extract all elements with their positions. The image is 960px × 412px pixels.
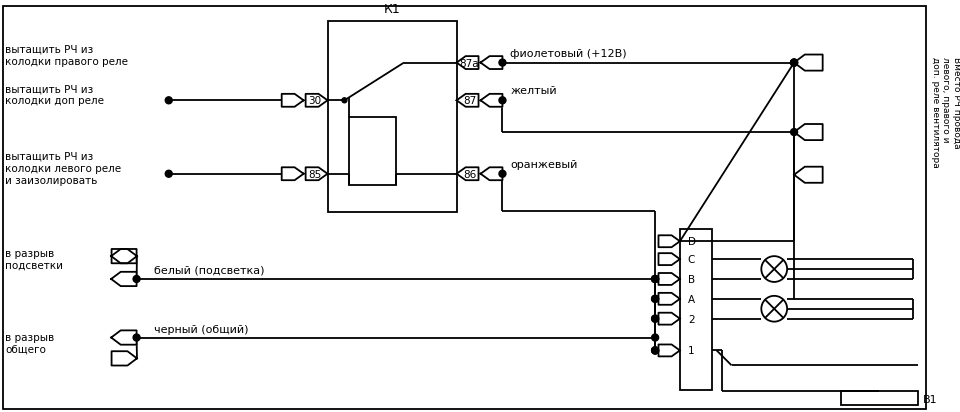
Text: 86: 86 (463, 170, 476, 180)
Polygon shape (481, 56, 502, 69)
Polygon shape (111, 351, 137, 365)
Text: и заизолировать: и заизолировать (5, 176, 97, 186)
Text: Вместо РЧ провода
левого, правого и
доп. реле вентилятора: Вместо РЧ провода левого, правого и доп.… (931, 57, 960, 168)
Text: C: C (688, 255, 695, 265)
Polygon shape (457, 94, 478, 107)
Text: черный (общий): черный (общий) (154, 325, 249, 335)
Polygon shape (659, 253, 680, 265)
Polygon shape (457, 56, 478, 69)
Circle shape (791, 59, 798, 66)
Text: подсветки: подсветки (5, 261, 63, 271)
Polygon shape (481, 94, 502, 107)
Text: фиолетовый (+12В): фиолетовый (+12В) (511, 49, 627, 59)
Circle shape (499, 59, 506, 66)
Circle shape (652, 347, 659, 354)
Text: в разрыв: в разрыв (5, 332, 54, 342)
Circle shape (652, 315, 659, 322)
Circle shape (133, 334, 140, 341)
Text: 1: 1 (688, 346, 694, 356)
Circle shape (791, 59, 798, 66)
Circle shape (652, 315, 659, 322)
Text: вытащить РЧ из: вытащить РЧ из (5, 45, 93, 55)
Text: A: A (688, 295, 695, 305)
Circle shape (652, 295, 659, 302)
Polygon shape (794, 54, 823, 70)
Bar (349, 117, 396, 185)
Circle shape (133, 276, 140, 283)
Text: вытащить РЧ из: вытащить РЧ из (5, 152, 93, 162)
Text: D: D (688, 237, 696, 247)
Polygon shape (281, 167, 303, 180)
Polygon shape (111, 330, 136, 345)
Polygon shape (305, 167, 327, 180)
Polygon shape (111, 249, 136, 263)
Text: белый (подсветка): белый (подсветка) (154, 266, 264, 276)
Text: желтый: желтый (511, 87, 557, 96)
Polygon shape (659, 313, 680, 325)
Circle shape (791, 59, 798, 66)
Polygon shape (794, 124, 823, 140)
Text: в разрыв: в разрыв (5, 249, 54, 259)
Circle shape (499, 97, 506, 104)
Text: 30: 30 (308, 96, 322, 106)
Polygon shape (281, 94, 303, 107)
Text: оранжевый: оранжевый (511, 160, 578, 170)
Text: колодки доп реле: колодки доп реле (5, 96, 104, 106)
Text: вытащить РЧ из: вытащить РЧ из (5, 84, 93, 94)
Text: 2: 2 (688, 315, 694, 325)
Text: колодки левого реле: колодки левого реле (5, 164, 121, 174)
Polygon shape (481, 167, 502, 180)
Circle shape (652, 347, 659, 354)
Circle shape (791, 129, 798, 136)
Circle shape (652, 295, 659, 302)
Polygon shape (111, 249, 137, 263)
Polygon shape (659, 235, 680, 247)
Polygon shape (111, 272, 136, 286)
Polygon shape (305, 94, 327, 107)
Text: колодки правого реле: колодки правого реле (5, 56, 128, 67)
Circle shape (652, 276, 659, 283)
Text: К1: К1 (384, 3, 400, 16)
Circle shape (499, 170, 506, 177)
Circle shape (652, 276, 659, 283)
Polygon shape (659, 344, 680, 356)
Text: 87а: 87а (460, 59, 479, 68)
Text: В1: В1 (924, 395, 938, 405)
Text: B: B (688, 275, 695, 285)
Polygon shape (794, 167, 823, 183)
Circle shape (165, 170, 172, 177)
Text: общего: общего (5, 344, 46, 354)
Circle shape (342, 98, 347, 103)
Bar (327, 21, 457, 213)
Circle shape (652, 276, 659, 283)
Bar (841, 391, 918, 405)
Polygon shape (659, 293, 680, 305)
Bar (680, 229, 711, 390)
Circle shape (165, 97, 172, 104)
Circle shape (652, 334, 659, 341)
Circle shape (652, 347, 659, 354)
Polygon shape (457, 167, 478, 180)
Text: 87: 87 (463, 96, 476, 106)
Text: 85: 85 (308, 170, 322, 180)
Polygon shape (659, 273, 680, 285)
